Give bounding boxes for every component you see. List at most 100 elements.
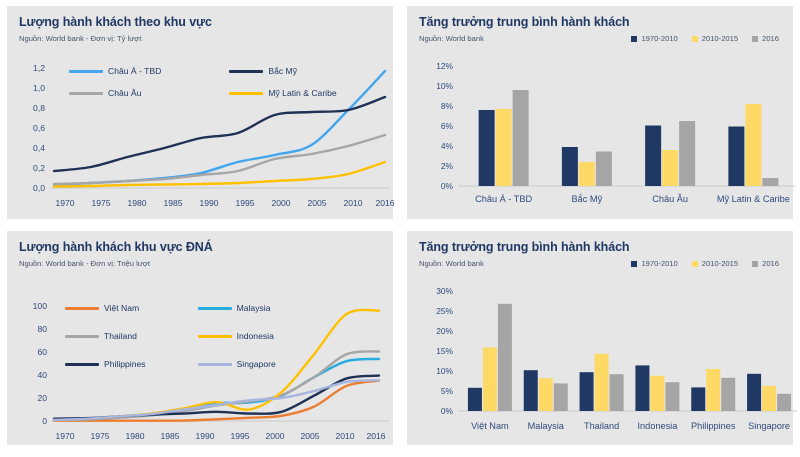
chart-legend: Châu Á - TBD Bắc Mỹ Châu Âu Mỹ Latin & C… (69, 66, 337, 98)
panel-wrap-passengers-by-region: Lượng hành khách theo khu vực Nguồn: Wor… (0, 0, 400, 225)
legend-item-malaysia[interactable]: Malaysia (197, 303, 276, 313)
ytick-label: 0,4 (33, 143, 45, 153)
legend-item-2016[interactable]: 2016 (752, 259, 779, 268)
ytick-label: 4% (441, 141, 454, 151)
legend-item-2016[interactable]: 2016 (752, 34, 779, 43)
bar-5-1 (691, 387, 706, 411)
bar-rects (467, 303, 792, 411)
xtick-label: 1985 (163, 198, 182, 208)
bar-4-3 (665, 382, 680, 411)
ytick-label: 12% (436, 61, 453, 71)
xtick-label: 1975 (90, 431, 109, 441)
bar-2-2 (578, 162, 595, 186)
legend-item-my-latin-caribe[interactable]: Mỹ Latin & Caribe (229, 88, 337, 98)
bar-1-3 (497, 303, 512, 411)
bar-4-3 (762, 178, 779, 186)
legend-swatch-line-icon (197, 334, 232, 338)
panel-passengers-by-region: Lượng hành khách theo khu vực Nguồn: Wor… (7, 6, 395, 219)
legend-item-chau-a-tbd[interactable]: Châu Á - TBD (69, 66, 161, 76)
legend-swatch-line-icon (65, 334, 99, 338)
bar-2-3 (595, 151, 612, 186)
legend-swatch-square-icon (752, 35, 759, 42)
bar-2-3 (553, 383, 568, 411)
legend-label: 1970-2010 (641, 34, 678, 43)
ytick-label: 2% (441, 161, 454, 171)
ytick-label: 0% (441, 181, 454, 191)
legend-item-1970-2010[interactable]: 1970-2010 (631, 34, 678, 43)
legend-swatch-square-icon (752, 260, 759, 267)
series-line-2 (52, 95, 387, 173)
xtick-label: 1970 (55, 198, 74, 208)
legend-item-thailand[interactable]: Thailand (65, 331, 146, 341)
legend-item-viet-nam[interactable]: Việt Nam (65, 303, 146, 313)
ytick-label: 20% (436, 326, 453, 336)
legend-label: Thailand (104, 331, 137, 341)
xtick-label: 2010 (343, 198, 362, 208)
bar-4-1 (635, 365, 650, 411)
category-labels: Châu Á - TBD Bắc Mỹ Châu Âu Mỹ Latin & Cari… (475, 194, 790, 204)
legend-item-philippines[interactable]: Philippines (65, 359, 146, 369)
bar-2-1 (523, 370, 538, 411)
ytick-label: 20 (37, 393, 47, 403)
xtick-label: 2016 (366, 431, 385, 441)
bar-3-3 (609, 374, 624, 411)
xtick-label: 2016 (375, 198, 394, 208)
series-line-3 (52, 133, 387, 186)
legend-label: Mỹ Latin & Caribe (268, 88, 337, 98)
category-label: Bắc Mỹ (572, 194, 603, 204)
ytick-label: 15% (436, 346, 453, 356)
bar-chart-svg: 12% 10% 8% 6% 4% 2% 0% Châu Á - TBD Bắc M… (436, 61, 795, 204)
category-label: Mỹ Latin & Caribe (717, 194, 790, 204)
xtick-label: 1970 (55, 431, 74, 441)
legend-item-1970-2010[interactable]: 1970-2010 (631, 259, 678, 268)
line-chart-svg: 1,2 1,0 0,8 0,6 0,4 0,2 0,0 1970 1975 19… (33, 63, 395, 208)
series-paths (52, 308, 381, 422)
ytick-label: 0,6 (33, 123, 45, 133)
legend-item-chau-au[interactable]: Châu Âu (69, 88, 161, 98)
bar-5-2 (706, 369, 721, 411)
series-line-4 (52, 160, 387, 188)
category-label: Thailand (584, 421, 619, 431)
legend-item-singapore[interactable]: Singapore (197, 359, 276, 369)
series-line-6 (52, 378, 381, 422)
page-title: Tăng trưởng trung bình hành khách (419, 15, 630, 29)
legend-item-2010-2015[interactable]: 2010-2015 (691, 34, 739, 43)
ytick-label: 1,2 (33, 63, 45, 73)
bar-3-2 (662, 150, 679, 186)
chart-legend: 1970-2010 2010-2015 2016 (631, 259, 783, 268)
legend-label: 2016 (762, 259, 779, 268)
legend-label: Bắc Mỹ (268, 66, 297, 76)
ytick-label: 60 (37, 347, 47, 357)
legend-label: Châu Âu (108, 88, 142, 98)
bar-3-1 (579, 372, 594, 411)
bar-chart-avg-growth-sea: 30% 25% 20% 15% 10% 5% 0% Việt Nam Malays… (407, 231, 797, 445)
xtick-label: 1980 (125, 431, 144, 441)
xtick-label: 1995 (235, 198, 254, 208)
category-label: Singapore (748, 421, 790, 431)
category-label: Châu Âu (652, 194, 688, 204)
page-title: Lượng hành khách theo khu vực (19, 15, 212, 29)
xtick-label: 2005 (307, 198, 326, 208)
legend-swatch-line-icon (197, 306, 232, 310)
xtick-label: 2005 (300, 431, 319, 441)
ytick-label: 8% (441, 101, 454, 111)
legend-swatch-square-icon (691, 35, 698, 42)
bar-4-2 (745, 104, 762, 186)
legend-item-indonesia[interactable]: Indonesia (197, 331, 276, 341)
legend-item-bac-my[interactable]: Bắc Mỹ (229, 66, 336, 76)
ytick-label: 0% (441, 406, 454, 416)
bar-1-1 (467, 387, 482, 411)
legend-label: Châu Á - TBD (108, 66, 162, 76)
ytick-label: 100 (33, 301, 48, 311)
bar-1-3 (512, 90, 529, 186)
panel-passengers-sea: Lượng hành khách khu vực ĐNÁ Nguồn: Worl… (7, 231, 393, 445)
legend-label: 2010-2015 (701, 34, 739, 43)
ytick-label: 80 (37, 324, 47, 334)
legend-item-2010-2015[interactable]: 2010-2015 (691, 259, 738, 268)
xtick-label: 1975 (91, 198, 110, 208)
bar-chart-svg: 30% 25% 20% 15% 10% 5% 0% Việt Nam Malays… (436, 286, 797, 431)
ytick-label: 0 (42, 416, 47, 426)
subtitle-row: Nguồn: World bank 1970-2010 2010-2015 20… (419, 32, 783, 45)
legend-swatch-line-icon (65, 306, 99, 310)
